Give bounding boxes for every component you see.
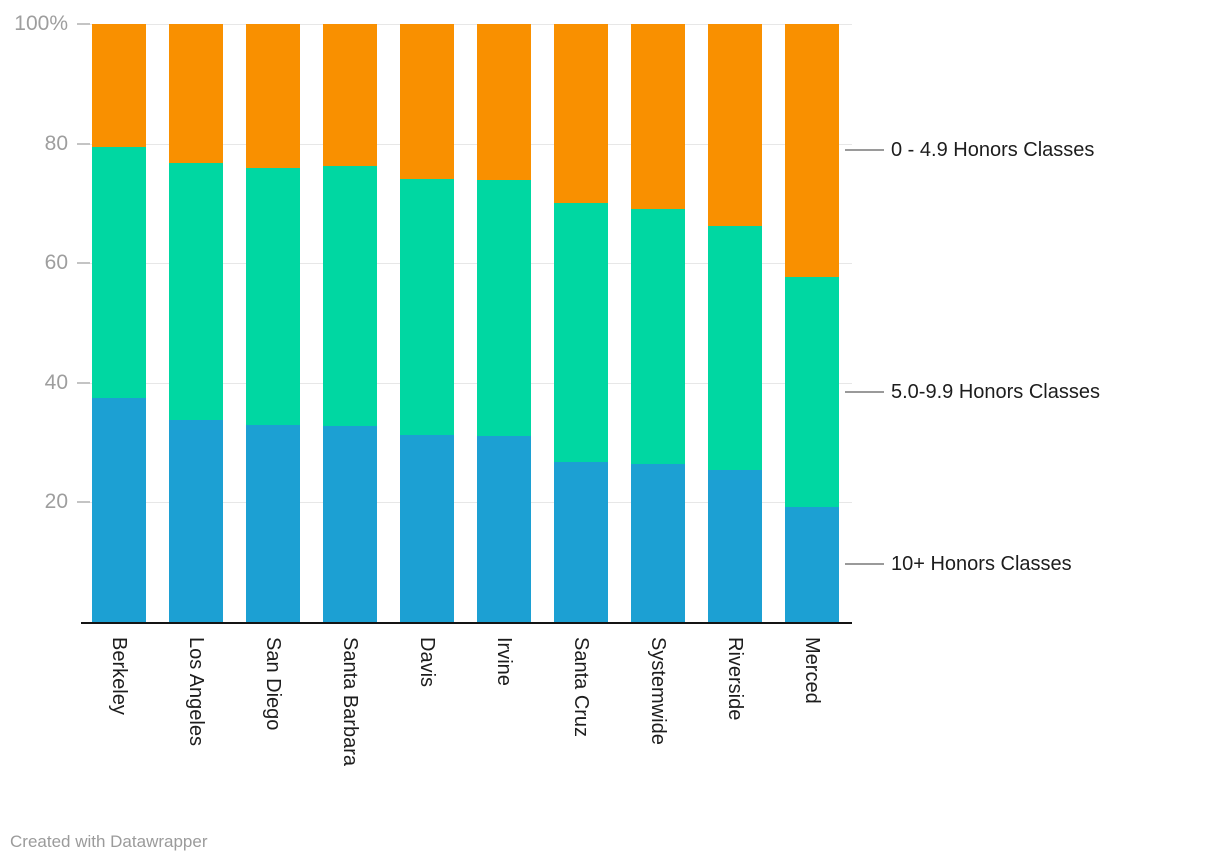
- bar-segment-0-4-9-honors-classes[interactable]: [246, 24, 300, 168]
- x-axis-category-label: Davis: [416, 637, 438, 688]
- bar-segment-5-0-9-9-honors-classes[interactable]: [92, 147, 146, 398]
- legend-label: 10+ Honors Classes: [891, 553, 1072, 575]
- x-axis-category-label: Santa Cruz: [570, 637, 592, 738]
- gridline: [77, 263, 852, 264]
- bar-segment-5-0-9-9-honors-classes[interactable]: [785, 277, 839, 507]
- bar-segment-10+-honors-classes[interactable]: [477, 436, 531, 622]
- bar-segment-0-4-9-honors-classes[interactable]: [708, 24, 762, 226]
- bar-segment-5-0-9-9-honors-classes[interactable]: [400, 179, 454, 435]
- axis-tick: [77, 501, 90, 503]
- bar-segment-0-4-9-honors-classes[interactable]: [554, 24, 608, 203]
- x-axis-category-label: Merced: [801, 637, 823, 704]
- y-axis-tick-label: 40: [44, 371, 68, 394]
- x-axis-category-label: Systemwide: [647, 637, 669, 745]
- bar-segment-10+-honors-classes[interactable]: [246, 425, 300, 622]
- bar-segment-10+-honors-classes[interactable]: [92, 398, 146, 622]
- bar-segment-10+-honors-classes[interactable]: [708, 470, 762, 622]
- gridline: [77, 502, 852, 503]
- legend-label: 5.0-9.9 Honors Classes: [891, 381, 1100, 403]
- x-axis-line: [81, 622, 852, 624]
- axis-tick: [77, 382, 90, 384]
- bar-segment-0-4-9-honors-classes[interactable]: [169, 24, 223, 163]
- gridline: [77, 144, 852, 145]
- axis-tick: [77, 143, 90, 145]
- bar-segment-10+-honors-classes[interactable]: [785, 507, 839, 622]
- x-axis-category-label: Santa Barbara: [339, 637, 361, 766]
- x-axis-category-label: Riverside: [724, 637, 746, 721]
- bar-segment-0-4-9-honors-classes[interactable]: [477, 24, 531, 180]
- x-axis-category-label: Irvine: [493, 637, 515, 686]
- x-axis-category-label: San Diego: [262, 637, 284, 731]
- legend-connector-line: [845, 563, 884, 565]
- legend-connector-line: [845, 149, 884, 151]
- bar-segment-5-0-9-9-honors-classes[interactable]: [169, 163, 223, 420]
- bar-segment-10+-honors-classes[interactable]: [554, 462, 608, 622]
- bar-segment-0-4-9-honors-classes[interactable]: [400, 24, 454, 179]
- y-axis-tick-label: 80: [44, 132, 68, 155]
- y-axis-tick-label: 60: [44, 251, 68, 274]
- bar-segment-5-0-9-9-honors-classes[interactable]: [708, 226, 762, 470]
- y-axis-tick-label: 20: [44, 490, 68, 513]
- bar-segment-0-4-9-honors-classes[interactable]: [323, 24, 377, 166]
- datawrapper-credit-link[interactable]: Created with Datawrapper: [10, 832, 208, 851]
- y-axis-tick-label: 100%: [14, 12, 68, 35]
- legend-connector-line: [845, 391, 884, 393]
- bar-segment-10+-honors-classes[interactable]: [169, 420, 223, 622]
- axis-tick: [77, 262, 90, 264]
- bar-segment-5-0-9-9-honors-classes[interactable]: [323, 166, 377, 426]
- bar-segment-0-4-9-honors-classes[interactable]: [785, 24, 839, 277]
- axis-tick: [77, 23, 90, 25]
- bar-segment-0-4-9-honors-classes[interactable]: [631, 24, 685, 209]
- bar-segment-5-0-9-9-honors-classes[interactable]: [631, 209, 685, 464]
- x-axis-category-label: Los Angeles: [185, 637, 207, 746]
- bar-segment-5-0-9-9-honors-classes[interactable]: [477, 180, 531, 436]
- bar-segment-5-0-9-9-honors-classes[interactable]: [246, 168, 300, 425]
- gridline: [77, 24, 852, 25]
- bar-segment-0-4-9-honors-classes[interactable]: [92, 24, 146, 147]
- bar-segment-10+-honors-classes[interactable]: [631, 464, 685, 622]
- bar-segment-10+-honors-classes[interactable]: [323, 426, 377, 622]
- bar-segment-10+-honors-classes[interactable]: [400, 435, 454, 622]
- gridline: [77, 383, 852, 384]
- legend-label: 0 - 4.9 Honors Classes: [891, 139, 1095, 161]
- bar-segment-5-0-9-9-honors-classes[interactable]: [554, 203, 608, 462]
- x-axis-category-label: Berkeley: [108, 637, 130, 715]
